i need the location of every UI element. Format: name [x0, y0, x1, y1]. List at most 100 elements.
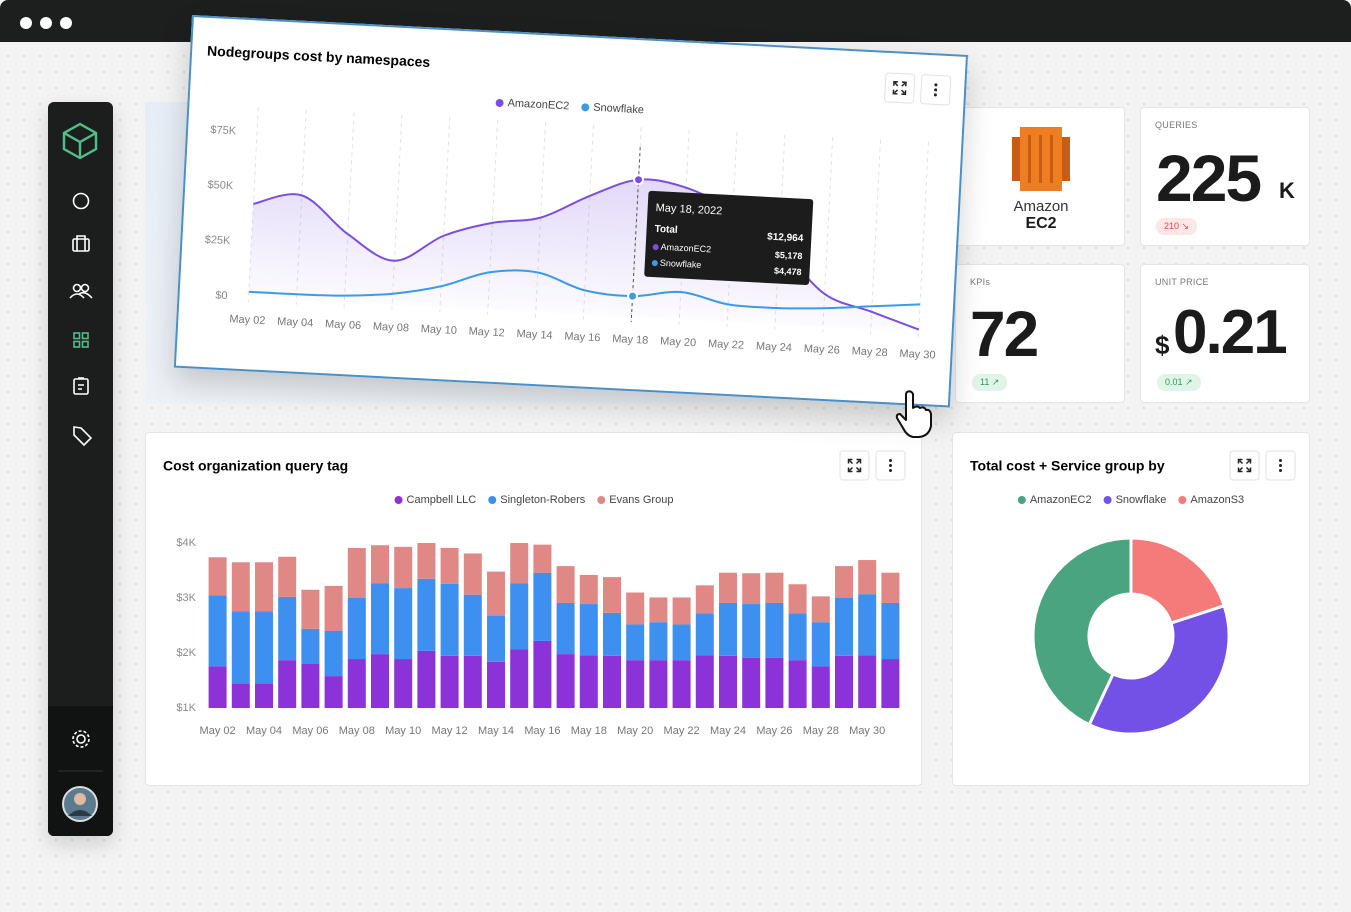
bar-segment: [603, 577, 621, 613]
unit-price-card: UNIT PRICE $ 0.21 0.01 ↗: [1140, 264, 1310, 403]
bar-chart: Cost organization query tag Campbell LLC…: [163, 450, 906, 737]
bar-segment: [626, 592, 645, 625]
x-tick-label: May 18: [571, 725, 607, 737]
bar-segment: [788, 660, 807, 708]
menu-dot: [1279, 459, 1282, 462]
kpi-change: 0.01 ↗: [1157, 374, 1201, 391]
y-tick-label: $25K: [204, 234, 231, 247]
legend-label: AmazonEC2: [507, 97, 569, 112]
kpi-value: 72: [970, 298, 1039, 370]
x-tick-label: May 22: [664, 725, 700, 737]
x-tick-label: May 10: [385, 725, 421, 737]
legend-swatch: [1178, 496, 1187, 504]
kpi-label: UNIT PRICE: [1155, 277, 1209, 287]
x-tick-label: May 26: [756, 725, 792, 737]
bar-segment: [649, 622, 668, 661]
x-tick-label: May 14: [516, 328, 553, 342]
tooltip-swatch: [651, 260, 658, 267]
x-tick-label: May 04: [277, 316, 314, 330]
legend-label: Snowflake: [593, 102, 644, 117]
legend: AmazonEC2 Snowflake: [495, 97, 644, 117]
bar-segment: [719, 655, 737, 708]
dashboard-icon[interactable]: [73, 332, 81, 340]
expand-button[interactable]: [839, 450, 870, 481]
queries-card: QUERIES 225 K 210 ↘: [1140, 107, 1310, 246]
grid-line: [917, 142, 929, 337]
chart-title: Cost organization query tag: [163, 458, 348, 474]
bar-segment: [463, 594, 482, 656]
bar-segment: [463, 655, 482, 708]
bar-segment: [881, 572, 900, 603]
floating-card[interactable]: Nodegroups cost by namespaces AmazonEC2 S…: [173, 15, 968, 408]
hand-shape: [895, 390, 932, 438]
bar-segment: [626, 624, 645, 661]
bar-segment: [649, 597, 668, 623]
x-tick-label: May 08: [339, 725, 375, 737]
y-tick-label: $2K: [176, 647, 196, 659]
window-dot: [60, 17, 72, 29]
dashboard-cell: [81, 340, 89, 348]
window-dot: [40, 17, 52, 29]
legend-swatch: [1103, 496, 1112, 504]
expand-button[interactable]: [884, 72, 916, 104]
bar-segment: [742, 573, 761, 605]
bar-segment: [556, 566, 575, 603]
line: [248, 269, 921, 310]
bar-segment: [811, 622, 830, 667]
bar-segment: [765, 657, 784, 708]
x-tick-label: May 28: [803, 725, 839, 737]
expand-button[interactable]: [1229, 450, 1260, 481]
legend: Campbell LLC Singleton-Robers Evans Group: [394, 494, 673, 506]
tooltip-box: [644, 190, 814, 285]
y-tick-label: $4K: [176, 537, 196, 549]
x-tick-label: May 30: [849, 725, 885, 737]
legend-swatch: [1017, 496, 1026, 504]
bar-segment: [603, 655, 621, 708]
tooltip-name: AmazonEC2: [660, 242, 711, 255]
x-tick-label: May 20: [617, 725, 653, 737]
kpi-label: KPIs: [970, 277, 991, 287]
bar-segment: [347, 659, 366, 708]
bar-segment: [556, 654, 575, 708]
x-tick-label: May 24: [710, 725, 746, 737]
x-tick-label: May 06: [292, 725, 328, 737]
bar-segment: [811, 666, 830, 708]
bar-segment: [858, 560, 877, 595]
users-body: [69, 291, 93, 299]
bar-segment: [579, 604, 598, 656]
users-icon[interactable]: [72, 283, 82, 293]
menu-dot: [889, 459, 892, 462]
bar-card: Cost organization query tag Campbell LLC…: [145, 432, 922, 786]
x-tick-label: May 16: [524, 725, 560, 737]
bar-segment: [255, 562, 273, 612]
cost-icon[interactable]: [72, 192, 90, 210]
bar-segment: [394, 546, 413, 589]
briefcase-detail: [76, 235, 86, 251]
legend-label: AmazonS3: [1190, 494, 1244, 506]
clipboard-icon[interactable]: [73, 378, 89, 395]
settings-icon[interactable]: [76, 734, 86, 744]
dashboard-cell: [73, 340, 81, 348]
x-tick-label: May 02: [200, 725, 236, 737]
logo-text: Amazon: [1013, 198, 1069, 215]
legend: AmazonEC2 Snowflake AmazonS3: [1017, 494, 1244, 506]
y-tick-label: $75K: [210, 124, 237, 137]
logo-shape: [62, 122, 98, 160]
cursor-point: [633, 174, 645, 186]
x-tick-label: May 02: [229, 313, 266, 327]
donut-segment: [1031, 536, 1133, 727]
bar-segment: [672, 624, 691, 661]
avatar-face: [74, 793, 86, 805]
bar-segment: [835, 566, 853, 598]
tooltip-total: $12,964: [767, 232, 804, 245]
briefcase-icon[interactable]: [72, 238, 90, 252]
sidebar: [48, 102, 113, 836]
tooltip-value: $5,178: [775, 250, 803, 261]
bar-segment: [765, 572, 784, 603]
x-tick-label: May 06: [325, 318, 362, 332]
donut-card: Total cost + Service group by AmazonEC2 S…: [952, 432, 1310, 786]
tag-icon[interactable]: [73, 426, 93, 447]
bar-segment: [788, 584, 807, 614]
bar-segment: [394, 659, 413, 708]
kpi-label: QUERIES: [1155, 120, 1198, 130]
